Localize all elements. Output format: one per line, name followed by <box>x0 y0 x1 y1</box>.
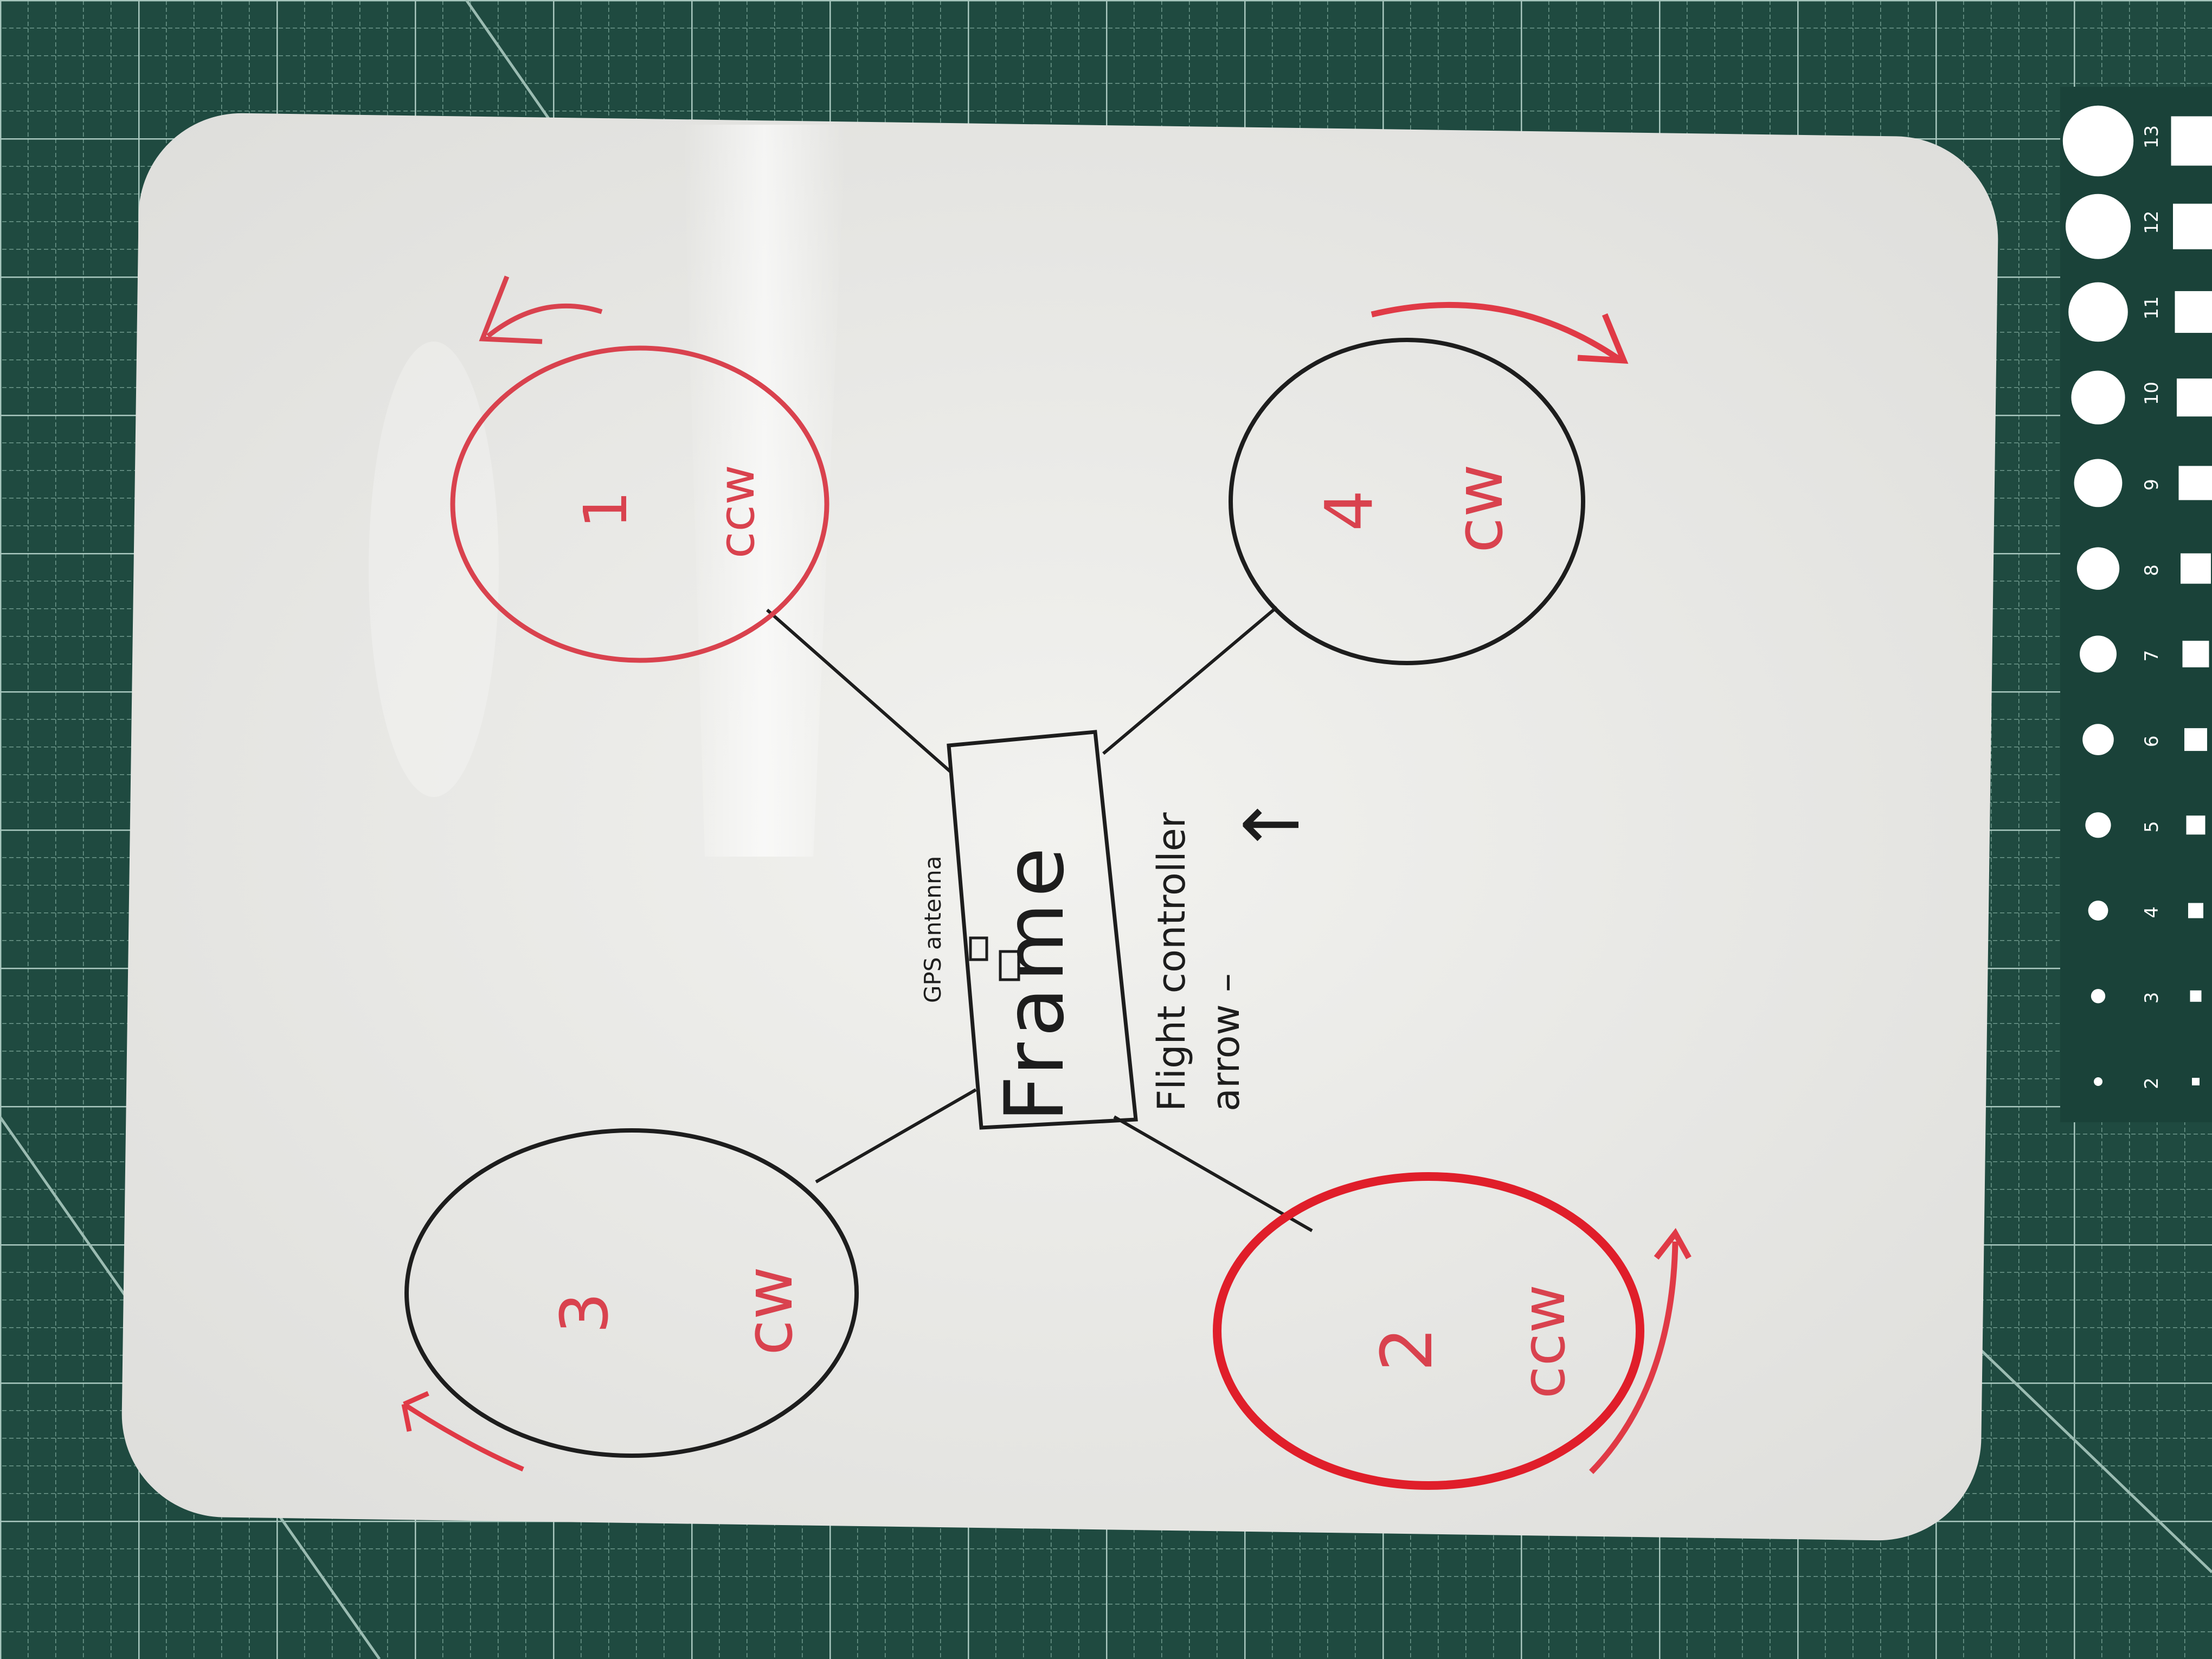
motor-4-number: 4 <box>1312 490 1387 531</box>
gauge-hole <box>2085 812 2111 838</box>
ruler-number: 8 <box>2141 564 2163 576</box>
ruler-number: 4 <box>2141 906 2163 918</box>
gauge-square-hole <box>2184 728 2207 751</box>
gauge-hole <box>2068 282 2128 342</box>
motor-2-ring <box>1213 1172 1644 1490</box>
frame-arms <box>766 606 1313 1232</box>
gauge-hole <box>2071 370 2125 425</box>
gauge-hole <box>2080 635 2117 673</box>
motor-4: 4 cw <box>1229 301 1629 665</box>
arm-motor-1 <box>766 608 953 774</box>
motor-2-number: 2 <box>1366 1327 1448 1372</box>
arm-motor-4 <box>1102 606 1278 755</box>
arrow-label: arrow – <box>1204 973 1248 1111</box>
arrow-up-icon: ↑ <box>1229 793 1317 857</box>
mat-diagonal <box>465 0 555 126</box>
ruler-number: 3 <box>2141 992 2163 1004</box>
gauge-square-hole <box>2181 553 2211 584</box>
gauge-square-hole <box>2178 466 2212 500</box>
gauge-hole <box>2066 194 2131 259</box>
rotation-arrowhead-icon <box>401 1391 429 1432</box>
gauge-square-hole <box>2173 203 2212 249</box>
rotation-arrow-icon <box>402 1402 524 1472</box>
rotation-arrowhead-icon <box>1654 1228 1692 1260</box>
gauge-square-hole <box>2171 116 2212 166</box>
rotation-arrowhead-icon <box>1577 313 1629 364</box>
ruler-number: 13 <box>2141 125 2163 149</box>
frame-label: Frame <box>988 842 1082 1122</box>
gauge-hole <box>2091 989 2106 1004</box>
gauge-hole <box>2076 547 2120 590</box>
motor-3: 3 cw <box>401 1128 859 1472</box>
gauge-hole <box>2088 901 2108 921</box>
ruler-number: 2 <box>2141 1077 2163 1089</box>
motor-4-direction: cw <box>1442 464 1517 553</box>
motor-3-number: 3 <box>548 1293 623 1334</box>
gauge-square-hole <box>2190 990 2202 1002</box>
arm-motor-3 <box>815 1088 977 1184</box>
motor-1-ring <box>450 345 829 663</box>
hole-gauge-ruler: 2 3 4 5 6 7 8 9 10 11 12 13 <box>2060 87 2212 1122</box>
gauge-square-hole <box>2192 1078 2200 1085</box>
ruler-number: 7 <box>2141 650 2163 662</box>
motor-2: 2 ccw <box>1213 1172 1692 1490</box>
gps-antenna-label: GPS antenna <box>919 856 946 1003</box>
flight-controller-note: Flight controller arrow – ↑ <box>1149 793 1317 1111</box>
motor-3-direction: cw <box>732 1266 807 1355</box>
whiteboard <box>121 113 1998 1541</box>
ruler-number: 5 <box>2141 821 2163 833</box>
glare-highlight <box>369 342 499 797</box>
motor-2-direction: ccw <box>1509 1284 1578 1399</box>
ruler-holes <box>2062 105 2212 1086</box>
gauge-square-hole <box>2186 815 2205 835</box>
gauge-hole <box>2094 1077 2102 1086</box>
motor-1: 1 ccw <box>450 275 829 663</box>
gauge-hole <box>2074 459 2123 507</box>
rotation-arrow-icon <box>1371 301 1623 363</box>
frame-body: Frame GPS antenna <box>919 730 1138 1130</box>
motor-4-ring <box>1229 338 1585 665</box>
ruler-number: 10 <box>2141 382 2163 405</box>
fc-box <box>969 936 988 961</box>
gauge-square-hole <box>2182 640 2209 667</box>
flight-controller-label: Flight controller <box>1149 812 1194 1111</box>
motor-1-number: 1 <box>571 491 640 529</box>
gauge-square-hole <box>2188 903 2203 918</box>
ruler-numbers: 2 3 4 5 6 7 8 9 10 11 12 13 <box>2141 125 2163 1089</box>
rotation-arrowhead-icon <box>479 275 543 344</box>
ruler-number: 11 <box>2141 296 2163 319</box>
motor-1-direction: ccw <box>709 465 766 558</box>
gauge-hole <box>2062 105 2134 177</box>
rotation-arrow-icon <box>486 303 603 338</box>
rotation-arrow-icon <box>1589 1241 1679 1474</box>
arm-motor-2 <box>1113 1115 1313 1232</box>
gauge-square-hole <box>2175 291 2212 333</box>
motor-3-ring <box>404 1128 859 1458</box>
gps-box <box>999 950 1020 981</box>
ruler-number: 9 <box>2141 479 2163 491</box>
ruler-number: 12 <box>2141 210 2163 234</box>
gauge-hole <box>2082 724 2114 755</box>
gauge-square-hole <box>2177 378 2212 417</box>
ruler-number: 6 <box>2141 735 2163 747</box>
glare-highlight <box>683 125 846 857</box>
